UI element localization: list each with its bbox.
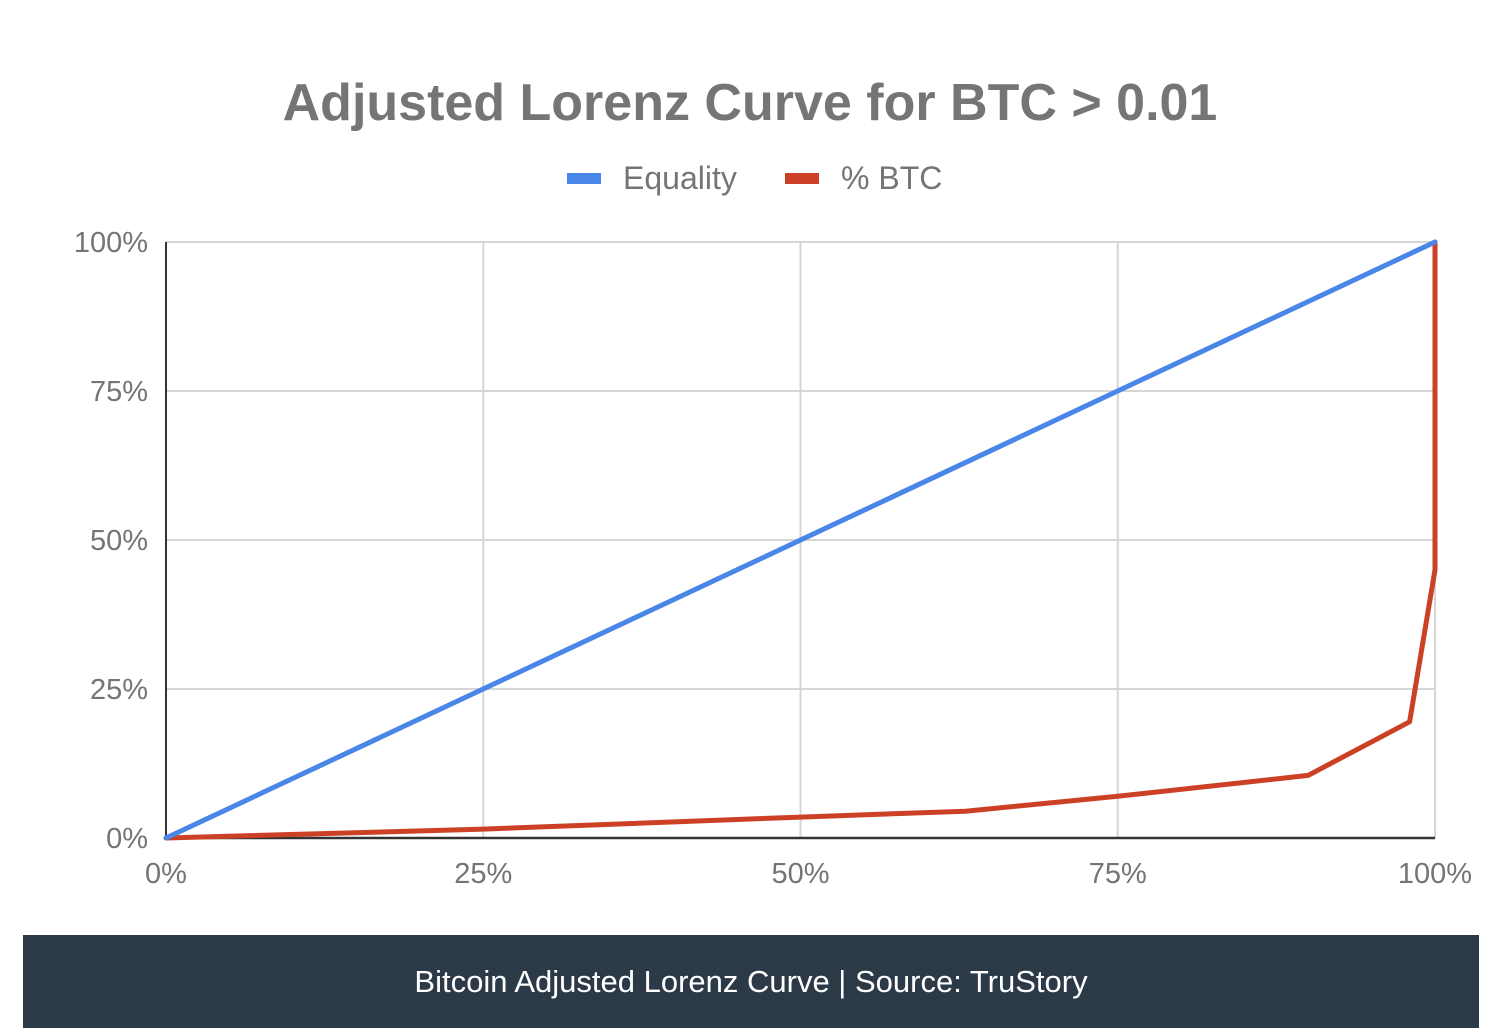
lorenz-chart: Adjusted Lorenz Curve for BTC > 0.01 Equ…	[74, 74, 1472, 890]
x-tick-label: 0%	[145, 858, 187, 890]
chart-title: Adjusted Lorenz Curve for BTC > 0.01	[283, 74, 1218, 132]
series-line-btc	[163, 239, 1438, 841]
caption-bar: Bitcoin Adjusted Lorenz Curve | Source: …	[23, 935, 1479, 1028]
x-tick-label: 75%	[1089, 858, 1147, 890]
legend-label-equality: Equality	[623, 160, 737, 196]
legend-label-btc: % BTC	[841, 160, 942, 196]
x-tick-label: 25%	[454, 858, 512, 890]
y-tick-label: 25%	[90, 674, 148, 706]
legend-swatch-equality	[567, 173, 601, 184]
y-tick-label: 50%	[90, 525, 148, 557]
x-tick-label: 100%	[1398, 858, 1472, 890]
legend: Equality % BTC	[567, 160, 942, 196]
y-tick-label: 100%	[74, 227, 148, 259]
y-tick-label: 0%	[106, 823, 148, 855]
series-lines	[163, 239, 1438, 841]
x-tick-label: 50%	[771, 858, 829, 890]
axes	[165, 242, 1435, 840]
legend-swatch-btc	[785, 173, 819, 184]
caption-text: Bitcoin Adjusted Lorenz Curve | Source: …	[414, 963, 1088, 999]
y-tick-label: 75%	[90, 376, 148, 408]
x-tick-labels: 0% 25% 50% 75% 100%	[145, 858, 1472, 890]
series-line-equality	[163, 239, 1438, 841]
y-tick-labels: 0% 25% 50% 75% 100%	[74, 227, 148, 855]
